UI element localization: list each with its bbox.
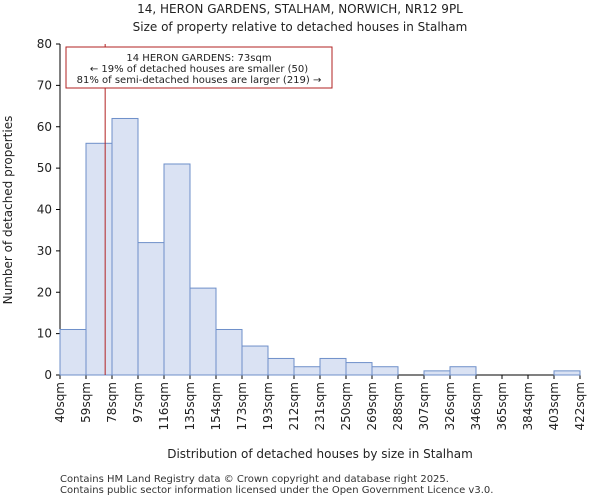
bar-78sqm: [111, 117, 139, 376]
chart-title: 14, HERON GARDENS, STALHAM, NORWICH, NR1…: [137, 2, 463, 16]
x-tick-label: 384sqm: [521, 382, 535, 430]
bar-116sqm: [163, 163, 191, 376]
x-tick-label: 193sqm: [261, 382, 275, 430]
bar-193sqm: [267, 357, 295, 376]
x-tick-label: 403sqm: [547, 382, 561, 430]
y-tick-label: 60: [37, 120, 52, 134]
x-tick-label: 365sqm: [495, 382, 509, 430]
y-tick-label: 40: [37, 203, 52, 217]
annotation-box: [65, 46, 333, 89]
bar-231sqm: [319, 357, 347, 376]
x-tick-label: 135sqm: [183, 382, 197, 430]
x-tick-label: 97sqm: [131, 382, 145, 423]
x-tick-label: 346sqm: [469, 382, 483, 430]
y-tick-label: 80: [37, 37, 52, 51]
bar-403sqm: [553, 370, 581, 376]
y-tick-label: 50: [37, 161, 52, 175]
y-axis-label: Number of detached properties: [1, 116, 15, 305]
x-tick-label: 422sqm: [573, 382, 587, 430]
bar-307sqm: [423, 370, 451, 376]
x-tick-label: 326sqm: [443, 382, 457, 430]
x-tick-label: 231sqm: [313, 382, 327, 430]
y-tick-label: 10: [37, 327, 52, 341]
bar-97sqm: [137, 242, 165, 376]
x-tick-label: 78sqm: [105, 382, 119, 423]
annotation-line-3: 81% of semi-detached houses are larger (…: [77, 75, 322, 86]
bar-212sqm: [293, 366, 321, 376]
y-tick-label: 70: [37, 78, 52, 92]
x-tick-label: 269sqm: [365, 382, 379, 430]
x-tick-label: 154sqm: [209, 382, 223, 430]
x-tick-label: 212sqm: [287, 382, 301, 430]
annotation-line-1: 14 HERON GARDENS: 73sqm: [126, 53, 271, 64]
x-tick-label: 250sqm: [339, 382, 353, 430]
chart-subtitle: Size of property relative to detached ho…: [132, 20, 468, 34]
bar-326sqm: [449, 366, 477, 376]
y-tick-label: 30: [37, 244, 52, 258]
bar-40sqm: [59, 328, 87, 376]
x-tick-label: 40sqm: [53, 382, 67, 423]
bar-250sqm: [345, 362, 373, 376]
footer-line-2: Contains public sector information licen…: [60, 485, 494, 496]
y-tick-label: 0: [44, 368, 52, 382]
footer-line-1: Contains HM Land Registry data © Crown c…: [60, 474, 449, 485]
x-tick-label: 173sqm: [235, 382, 249, 430]
bar-154sqm: [215, 328, 243, 376]
x-tick-label: 59sqm: [79, 382, 93, 423]
bar-173sqm: [241, 345, 269, 376]
bar-269sqm: [371, 366, 399, 376]
bar-59sqm: [85, 142, 113, 376]
x-axis-label: Distribution of detached houses by size …: [167, 447, 473, 461]
x-tick-label: 288sqm: [391, 382, 405, 430]
annotation-line-2: ← 19% of detached houses are smaller (50…: [90, 64, 308, 75]
y-tick-label: 20: [37, 285, 52, 299]
x-tick-label: 116sqm: [157, 382, 171, 430]
x-tick-label: 307sqm: [417, 382, 431, 430]
bar-135sqm: [189, 287, 217, 376]
